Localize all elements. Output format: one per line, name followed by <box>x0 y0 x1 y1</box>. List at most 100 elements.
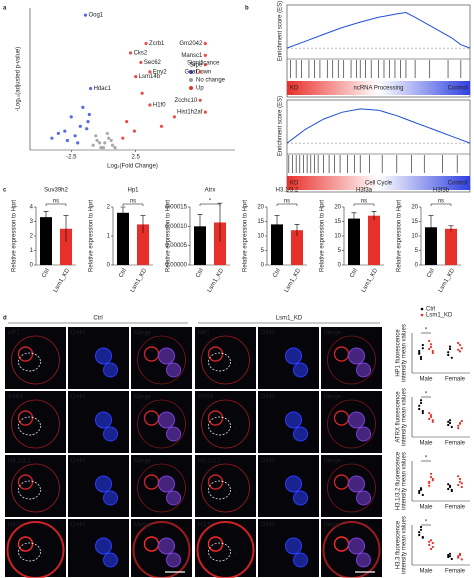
point <box>457 483 460 487</box>
point <box>203 110 207 114</box>
y-tick-label: 0.00000 <box>165 263 187 269</box>
y-tick-label: 20 <box>411 205 418 211</box>
pronucleus <box>356 426 371 442</box>
y-axis-label: Enrichment score (ES) <box>278 1 284 61</box>
point <box>76 141 80 145</box>
point <box>419 488 423 491</box>
point <box>429 475 433 479</box>
point <box>448 345 452 348</box>
pronucleus <box>103 426 118 442</box>
y-axis-label: intensity mean values <box>402 452 408 510</box>
oocyte-ring <box>201 399 250 449</box>
y-tick-label: 2 <box>30 234 34 240</box>
channel-label: Merge <box>134 459 152 465</box>
legend-label: No change <box>196 78 226 84</box>
group-header: Ctrl <box>93 316 102 322</box>
point <box>457 424 460 427</box>
micrograph <box>195 519 256 577</box>
channel-label: DAPI <box>261 331 275 337</box>
channel-label: DAPI <box>71 459 85 465</box>
y-tick-label: 1 <box>30 248 34 254</box>
point <box>148 103 152 107</box>
legend-swatch <box>420 313 424 317</box>
point <box>431 351 434 355</box>
y-axis-label: H3.1/3.2 fluorescence <box>396 451 402 510</box>
y-axis-label: ATRX fluorescence <box>396 391 402 443</box>
y-tick-label: 2 <box>107 205 111 211</box>
significance: ns <box>438 199 444 205</box>
y-tick-label: 0.00015 <box>165 205 187 211</box>
channel-label: DAPI <box>261 523 275 529</box>
pronucleus <box>348 475 365 493</box>
point <box>447 553 450 557</box>
point <box>419 401 423 405</box>
point <box>429 539 433 542</box>
point <box>460 347 463 350</box>
x-axis-label: Log₂(Fold Change) <box>107 164 158 170</box>
nucleus <box>207 410 224 426</box>
point <box>447 420 450 423</box>
point <box>431 420 434 423</box>
sex-marker: ♂ <box>44 362 49 368</box>
pronucleus <box>103 490 118 506</box>
sex-marker: ♂ <box>234 362 239 368</box>
oocyte-ring <box>11 399 60 449</box>
point <box>421 536 424 539</box>
panel-label: b <box>245 6 249 12</box>
bar <box>194 226 206 265</box>
y-tick-label: 20 <box>257 205 264 211</box>
x-tick-label: Ctrl <box>426 268 436 279</box>
point <box>203 41 207 46</box>
stain-label: H3.1/3.2 <box>8 459 31 465</box>
x-tick-label: Ctrl <box>41 268 51 279</box>
point <box>94 134 98 138</box>
x-tick-label: -2.5 <box>66 155 77 161</box>
sex-marker: ♂ <box>234 552 239 558</box>
nucleus <box>17 346 34 362</box>
sex-marker: ♂ <box>44 552 49 558</box>
pronucleus <box>348 411 365 429</box>
x-tick-label: Ctrl <box>195 268 205 279</box>
point <box>78 124 82 128</box>
chart-title: H3f3b <box>433 188 450 194</box>
oocyte-ring <box>201 463 250 513</box>
y-tick-label: 0 <box>30 263 34 269</box>
point <box>431 477 434 481</box>
sig-bracket <box>430 203 452 206</box>
point <box>159 124 164 128</box>
point <box>144 41 148 46</box>
sig-bracket <box>353 203 375 206</box>
point <box>73 134 77 138</box>
y-tick-label: 15 <box>411 219 418 225</box>
point <box>134 75 138 79</box>
channel-label: Merge <box>324 523 342 529</box>
gradient-label: ncRNA Processing <box>353 86 403 92</box>
point <box>418 533 421 537</box>
micrograph <box>195 391 256 453</box>
plot-frame <box>286 4 471 98</box>
nucleus <box>17 410 34 426</box>
significance: ns <box>130 199 136 205</box>
point <box>458 343 462 347</box>
point <box>421 493 424 497</box>
y-axis-label: Relative expression to Hprt <box>320 200 326 272</box>
bar <box>40 217 52 265</box>
chart-title: Atrx <box>205 188 216 194</box>
channel-label: DAPI <box>261 395 275 401</box>
roi <box>18 416 41 436</box>
gene-label: Srpe <box>190 62 203 68</box>
pronucleus <box>158 475 175 493</box>
point <box>428 411 431 415</box>
y-tick-label: 5 <box>338 248 342 254</box>
y-axis-label: Enrichment score (ES) <box>278 96 284 156</box>
sex-marker: ♂ <box>44 426 49 432</box>
point <box>429 343 433 346</box>
roi <box>208 480 231 500</box>
oocyte-ring <box>11 463 60 513</box>
x-tick-label: Male <box>419 441 433 447</box>
gene-label: Zcrb1 <box>149 41 165 47</box>
point <box>457 341 460 345</box>
pronucleus <box>348 537 365 555</box>
pronucleus <box>356 490 371 506</box>
